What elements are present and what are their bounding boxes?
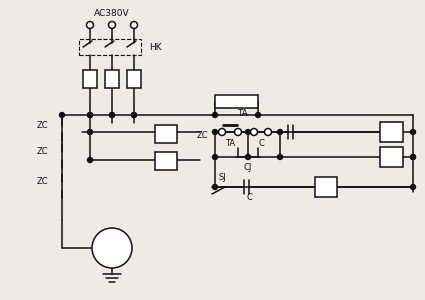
Text: CJ: CJ xyxy=(244,163,252,172)
Text: ZC: ZC xyxy=(37,121,48,130)
Text: TA: TA xyxy=(237,110,247,118)
Circle shape xyxy=(278,154,283,160)
Circle shape xyxy=(92,228,132,268)
Bar xyxy=(155,152,177,170)
Circle shape xyxy=(212,130,218,134)
Circle shape xyxy=(87,22,94,28)
Circle shape xyxy=(411,130,416,134)
Circle shape xyxy=(246,130,250,134)
Text: RJ: RJ xyxy=(162,157,170,166)
Circle shape xyxy=(131,112,136,118)
Text: HK: HK xyxy=(149,43,162,52)
Circle shape xyxy=(235,128,241,136)
Circle shape xyxy=(255,112,261,118)
Circle shape xyxy=(212,184,218,190)
Circle shape xyxy=(246,154,250,160)
Bar xyxy=(83,70,97,88)
Circle shape xyxy=(411,154,416,160)
Text: 2RO: 2RO xyxy=(227,97,245,106)
Circle shape xyxy=(88,112,93,118)
Text: SJ: SJ xyxy=(218,172,226,182)
Text: RJ: RJ xyxy=(387,128,396,136)
Bar xyxy=(127,70,141,88)
Text: ~: ~ xyxy=(321,182,331,192)
Bar xyxy=(79,39,141,55)
Circle shape xyxy=(110,112,114,118)
Text: ~: ~ xyxy=(108,248,116,258)
Circle shape xyxy=(130,22,138,28)
Circle shape xyxy=(212,112,218,118)
Text: ZC: ZC xyxy=(37,178,48,187)
Circle shape xyxy=(218,128,226,136)
Text: M: M xyxy=(107,236,117,250)
Circle shape xyxy=(108,22,116,28)
Circle shape xyxy=(60,112,65,118)
Circle shape xyxy=(212,154,218,160)
Text: C: C xyxy=(246,194,252,202)
Text: ZC: ZC xyxy=(197,130,209,140)
Text: Z: Z xyxy=(388,149,394,158)
Text: AC380V: AC380V xyxy=(94,8,130,17)
Circle shape xyxy=(110,112,114,118)
Circle shape xyxy=(250,128,258,136)
Text: ZC: ZC xyxy=(37,148,48,157)
Bar xyxy=(315,177,337,197)
Circle shape xyxy=(411,184,416,190)
Circle shape xyxy=(411,154,416,160)
Text: C: C xyxy=(163,130,169,139)
Circle shape xyxy=(88,158,93,163)
Bar xyxy=(380,122,403,142)
Text: Z: Z xyxy=(389,158,394,164)
Bar xyxy=(215,95,258,108)
Circle shape xyxy=(88,112,93,118)
Bar xyxy=(380,147,403,167)
Bar xyxy=(105,70,119,88)
Text: TA: TA xyxy=(225,139,235,148)
Text: C: C xyxy=(258,139,264,148)
Circle shape xyxy=(131,112,136,118)
Circle shape xyxy=(278,130,283,134)
Bar xyxy=(155,125,177,143)
Circle shape xyxy=(264,128,272,136)
Circle shape xyxy=(88,130,93,134)
